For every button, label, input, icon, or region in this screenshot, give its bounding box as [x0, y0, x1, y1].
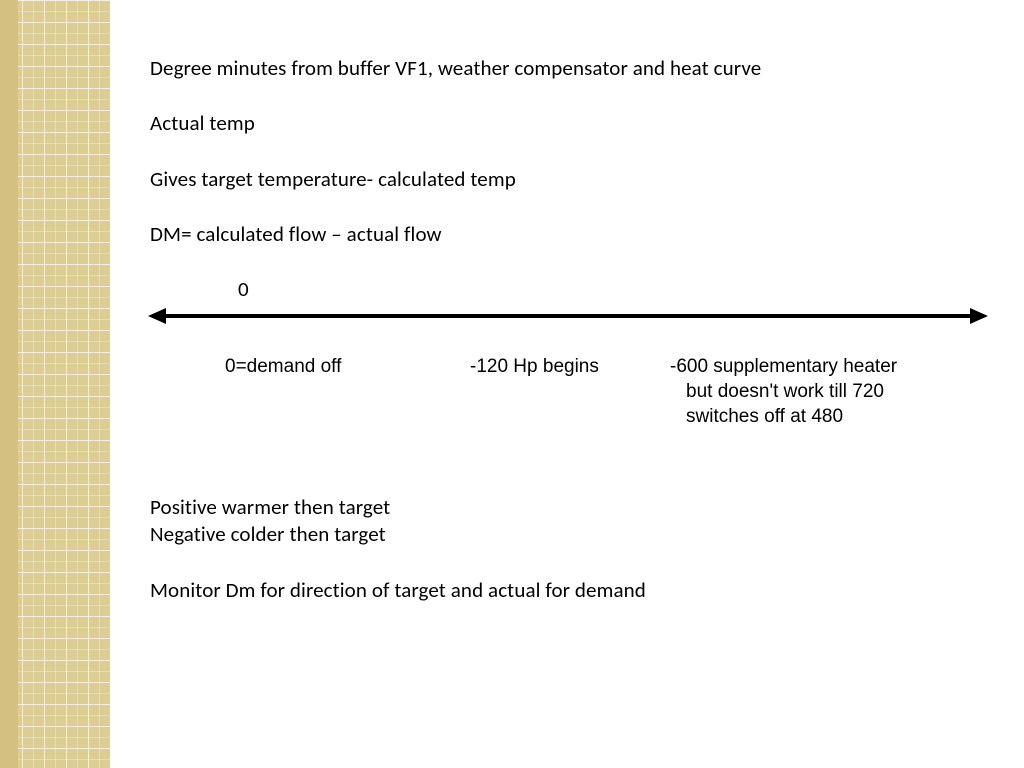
- label-zero-demand: 0=demand off: [225, 354, 341, 380]
- decorative-sidebar: [0, 0, 110, 768]
- label-600-line3: switches off at 480: [686, 404, 843, 430]
- target-temp-line: Gives target temperature- calculated tem…: [150, 166, 990, 193]
- slide-content: Degree minutes from buffer VF1, weather …: [150, 55, 990, 632]
- monitor-line: Monitor Dm for direction of target and a…: [150, 577, 990, 604]
- dm-formula-line: DM= calculated flow – actual flow: [150, 221, 990, 248]
- label-600-line2: but doesn't work till 720: [686, 379, 884, 405]
- actual-temp-line: Actual temp: [150, 110, 990, 137]
- axis-diagram: 0: [150, 276, 990, 336]
- double-arrow-axis: [148, 306, 988, 336]
- label-600-line1: -600 supplementary heater: [670, 354, 897, 380]
- axis-annotations: 0=demand off -120 Hp begins -600 supplem…: [150, 354, 990, 464]
- negative-line: Negative colder then target: [150, 521, 990, 548]
- axis-zero-label: 0: [238, 276, 249, 302]
- positive-line: Positive warmer then target: [150, 494, 990, 521]
- title-line: Degree minutes from buffer VF1, weather …: [150, 55, 990, 82]
- label-120-hp: -120 Hp begins: [470, 354, 599, 380]
- sidebar-shade: [0, 0, 18, 768]
